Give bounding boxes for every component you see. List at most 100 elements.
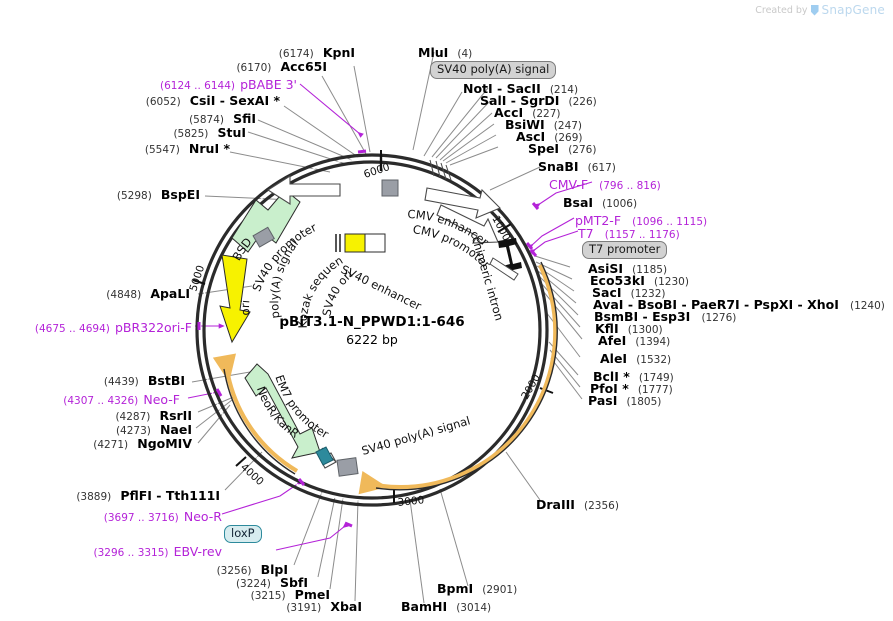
- label-kflI: KflI (1300): [595, 320, 663, 336]
- label-bsmBI-group: BsmBI - Esp3I (1276): [594, 308, 736, 324]
- label-apaLI: (4848) ApaLI: [10, 285, 190, 301]
- label-neo-F: (4307 .. 4326) Neo-F: [0, 391, 180, 407]
- label-cmv-F: CMV-F (796 .. 816): [549, 176, 661, 192]
- label-bclI: BclI * (1749): [593, 368, 674, 384]
- notI-name: NotI - SacII: [463, 81, 541, 96]
- label-t7-primer: T7 (1157 .. 1176): [578, 225, 680, 241]
- label-aleI: AleI (1532): [600, 350, 671, 366]
- bpmI-name: BpmI: [437, 581, 474, 596]
- pflFI-name: PflFI - Tth111I: [120, 488, 220, 503]
- label-blpI: (3256) BlpI: [110, 561, 288, 577]
- bsmBI-position: (1276): [701, 312, 737, 324]
- bsiWI-position: (247): [553, 120, 583, 132]
- draIII-name: DraIII: [536, 497, 575, 512]
- ebvrev-position: (3296 .. 3315): [93, 547, 169, 559]
- kflI-position: (1300): [627, 324, 663, 336]
- watermark-prefix: Created by: [755, 4, 808, 16]
- bpmI-position: (2901): [482, 584, 518, 596]
- ebvrev-name: EBV-rev: [173, 544, 222, 559]
- label-xbaI: (3191) XbaI: [170, 598, 362, 614]
- label-kpnI: (6174) KpnI: [110, 44, 355, 60]
- mluI-position: (4): [457, 48, 473, 60]
- kflI-name: KflI: [595, 321, 619, 336]
- bamHI-position: (3014): [456, 602, 492, 614]
- tick-3000: 3000: [397, 494, 425, 509]
- feature-sv40-ori-enhancer: [335, 233, 386, 253]
- bclI-position: (1749): [638, 372, 674, 384]
- label-notI: NotI - SacII (214): [463, 80, 578, 96]
- label-bpmI: BpmI (2901): [437, 580, 517, 596]
- transcript-arcs: [212, 264, 558, 495]
- sbfI-position: (3224): [235, 578, 271, 590]
- ruler-ticks: [192, 150, 554, 503]
- blpI-name: BlpI: [260, 562, 288, 577]
- feature-ori: [219, 254, 251, 344]
- neoR-position: (3697 .. 3716): [103, 512, 179, 524]
- label-sv40-enhancer: SV40 enhancer: [339, 262, 424, 313]
- bstBI-name: BstBI: [147, 373, 185, 388]
- pasI-name: PasI: [588, 393, 618, 408]
- label-csiI: (6052) CsiI - SexAI *: [40, 92, 280, 108]
- afeI-position: (1394): [635, 336, 671, 348]
- feature-polya-gray-box: [252, 226, 275, 248]
- plasmid-backbone: [195, 153, 549, 507]
- snapgene-logo-icon: [810, 4, 819, 16]
- stuI-name: StuI: [217, 125, 246, 140]
- pmeI-position: (3215): [250, 590, 286, 602]
- nruI-name: NruI *: [188, 141, 230, 156]
- tick-6000: 6000: [362, 161, 391, 181]
- xbaI-name: XbaI: [330, 599, 362, 614]
- snapgene-watermark: Created by SnapGene: [755, 3, 885, 17]
- avaI-name: AvaI - BsoBI - PaeR7I - PspXI - XhoI: [593, 297, 839, 312]
- eco53kI-name: Eco53kI: [590, 273, 645, 288]
- label-polya-signal: poly(A) signal: [267, 237, 301, 320]
- neoF-name: Neo-F: [143, 392, 180, 407]
- pmeI-name: PmeI: [294, 587, 330, 602]
- label-sv40-polya-signal-inner: SV40 poly(A) signal: [360, 413, 472, 457]
- bspEI-position: (5298): [116, 190, 152, 202]
- label-avaI-group: AvaI - BsoBI - PaeR7I - PspXI - XhoI (12…: [593, 296, 885, 312]
- blpI-position: (3256): [216, 565, 252, 577]
- watermark-brand: SnapGene: [821, 3, 885, 17]
- label-pflFI: (3889) PflFI - Tth111I: [20, 487, 220, 503]
- pbabe3-name: pBABE 3': [240, 77, 297, 92]
- leader-lines-left: [191, 65, 371, 602]
- feature-teal-marker: [315, 446, 334, 466]
- label-nruI: (5547) NruI *: [40, 140, 230, 156]
- naeI-name: NaeI: [159, 422, 192, 437]
- label-pasI: PasI (1805): [588, 392, 661, 408]
- sfiI-position: (5874): [189, 114, 224, 126]
- kpnI-name: KpnI: [322, 45, 355, 60]
- sacI-position: (1232): [630, 288, 666, 300]
- feature-sv40-promoter: [266, 174, 341, 206]
- acc65I-name: Acc65I: [280, 59, 327, 74]
- acc65I-position: (6170): [236, 62, 272, 74]
- label-pmt2-F: pMT2-F (1096 .. 1115): [575, 212, 707, 228]
- feature-gray-box-top: [381, 179, 399, 197]
- loxp-box: loxP: [224, 525, 262, 543]
- label-ngoMIV: (4271) NgoMIV: [20, 435, 192, 451]
- label-sfiI: (5874) SfiI: [60, 110, 256, 126]
- label-naeI: (4273) NaeI: [20, 421, 192, 437]
- label-pbabe3: (6124 .. 6144) pBABE 3': [40, 76, 297, 92]
- bclI-name: BclI *: [593, 369, 630, 384]
- label-sacI: SacI (1232): [592, 284, 666, 300]
- ascI-position: (269): [554, 132, 583, 144]
- label-mluI: MluI (4): [418, 44, 472, 60]
- label-bsiWI: BsiWI (247): [505, 116, 582, 132]
- label-chimeric-intron: chimeric intron: [469, 235, 506, 322]
- bsaI-name: BsaI: [563, 195, 594, 210]
- svg-text:poly(A) signal: poly(A) signal: [267, 237, 301, 320]
- notI-position: (214): [549, 84, 579, 96]
- label-salI: SalI - SgrDI (226): [480, 92, 597, 108]
- asiSI-name: AsiSI: [588, 261, 624, 276]
- aleI-name: AleI: [600, 351, 628, 366]
- stuI-position: (5825): [173, 128, 209, 140]
- bsmBI-name: BsmBI - Esp3I: [594, 309, 691, 324]
- naeI-position: (4273): [115, 425, 151, 437]
- svg-text:ori: ori: [238, 299, 252, 316]
- asiSI-position: (1185): [632, 264, 668, 276]
- accI-position: (227): [532, 108, 561, 120]
